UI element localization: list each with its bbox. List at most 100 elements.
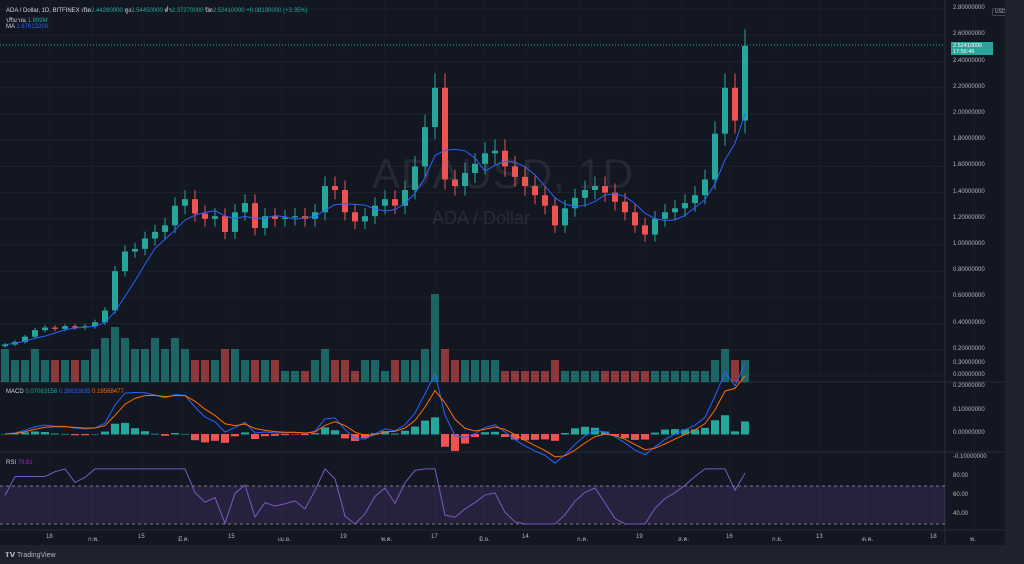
- macd-tick: 0.00000000: [953, 430, 985, 436]
- candle-body: [702, 179, 708, 196]
- volume-bar: [431, 294, 439, 382]
- price-legend[interactable]: ADA / Dollar, 1D, BITFINEX เปิด2.4428000…: [6, 5, 308, 15]
- macd-legend[interactable]: MACD 0.07063158 0.26631635 0.19568477: [6, 389, 124, 395]
- macd-histogram-bar: [551, 434, 559, 441]
- macd-tick: 0.10000000: [953, 406, 985, 413]
- chart-canvas[interactable]: [0, 0, 1005, 545]
- macd-histogram-bar: [461, 434, 469, 444]
- macd-histogram-bar: [441, 434, 449, 447]
- macd-histogram-bar: [241, 432, 249, 435]
- candle-body: [432, 87, 438, 128]
- macd-histogram-bar: [611, 434, 619, 436]
- candle-body: [182, 199, 188, 206]
- time-tick: 19: [340, 534, 347, 540]
- candle-body: [442, 87, 448, 180]
- macd-line: [4, 363, 746, 464]
- bar-countdown: 17:56:46: [953, 49, 975, 55]
- macd-histogram-bar: [21, 432, 29, 435]
- volume-bar: [491, 360, 499, 382]
- candle-body: [102, 310, 108, 323]
- candle-body: [692, 195, 698, 204]
- volume-bar: [311, 360, 319, 382]
- macd-histogram-bar: [681, 429, 689, 435]
- volume-legend[interactable]: ปริมาณ 1.899M: [6, 15, 48, 25]
- candle-body: [222, 216, 228, 232]
- volume-bar: [161, 349, 169, 382]
- time-tick: เม.ย.: [278, 537, 291, 543]
- volume-bar: [401, 360, 409, 382]
- macd-histogram-bar: [631, 434, 639, 440]
- candle-body: [362, 216, 368, 222]
- macd-histogram-bar: [291, 434, 299, 435]
- rsi-band: [0, 486, 945, 524]
- candle-body: [172, 205, 178, 226]
- candle-body: [142, 238, 148, 249]
- candle-body: [392, 199, 398, 206]
- branding-text: TradingView: [17, 552, 56, 559]
- macd-histogram-bar: [321, 427, 329, 435]
- macd-histogram-bar: [211, 434, 219, 441]
- candle-body: [282, 217, 288, 219]
- candle-body: [122, 251, 128, 272]
- tradingview-logo[interactable]: 𝗧𝗩 TradingView: [5, 552, 56, 559]
- ma-legend[interactable]: MA 1.67613200: [6, 24, 48, 30]
- candle-body: [342, 189, 348, 213]
- macd-histogram-bar: [331, 430, 339, 435]
- time-tick: 17: [431, 534, 438, 540]
- candle-body: [402, 189, 408, 206]
- rsi-label: RSI: [6, 460, 17, 466]
- volume-bar: [111, 327, 119, 382]
- macd-histogram-bar: [671, 429, 679, 435]
- price-tick: 0.60000000: [953, 293, 985, 300]
- macd-histogram-bar: [51, 433, 59, 435]
- time-tick: 13: [816, 534, 823, 540]
- candle-body: [162, 225, 168, 232]
- volume-bar: [531, 371, 539, 382]
- macd-tick: -0.10000000: [953, 453, 987, 460]
- macd-histogram-bar: [1, 434, 9, 435]
- volume-bar: [721, 349, 729, 382]
- rsi-legend[interactable]: RSI 79.81: [6, 460, 33, 466]
- time-tick: พ.: [970, 537, 976, 543]
- macd-histogram-bar: [161, 434, 169, 436]
- volume-bar: [581, 371, 589, 382]
- time-tick: 15: [228, 534, 235, 540]
- time-tick: 18: [930, 534, 937, 540]
- volume-bar: [231, 349, 239, 382]
- volume-bar: [601, 371, 609, 382]
- price-tick: 0.80000000: [953, 267, 985, 274]
- macd-histogram-bar: [41, 431, 49, 435]
- volume-bar: [551, 360, 559, 382]
- price-tick: 1.20000000: [953, 214, 985, 221]
- macd-histogram-bar: [451, 434, 459, 452]
- time-tick: ก.พ.: [88, 537, 99, 543]
- volume-bar: [511, 371, 519, 382]
- volume-bar: [741, 360, 749, 382]
- volume-bar: [321, 349, 329, 382]
- volume-bar: [361, 360, 369, 382]
- macd-histogram-bar: [61, 433, 69, 435]
- price-tick: 1.60000000: [953, 162, 985, 169]
- volume-bar: [21, 360, 29, 382]
- volume-bar: [151, 338, 159, 382]
- volume-bar: [211, 360, 219, 382]
- time-tick: ก.ย.: [772, 537, 783, 543]
- candle-body: [382, 199, 388, 206]
- candle-body: [42, 327, 48, 331]
- time-tick: 18: [46, 534, 53, 540]
- volume-bar: [181, 349, 189, 382]
- last-price: 2.52410000: [953, 43, 983, 49]
- macd-histogram-bar: [101, 431, 109, 435]
- candle-body: [642, 225, 648, 235]
- volume-bar: [391, 360, 399, 382]
- price-tick: 1.40000000: [953, 188, 985, 195]
- volume-bar: [61, 360, 69, 382]
- volume-bar: [641, 371, 649, 382]
- macd-histogram-bar: [601, 431, 609, 435]
- volume-bar: [11, 360, 19, 382]
- candle-body: [152, 231, 158, 239]
- candle-body: [352, 212, 358, 222]
- candle-body: [272, 216, 278, 219]
- close-label: ปิด: [205, 8, 213, 14]
- symbol-title[interactable]: ADA / Dollar, 1D, BITFINEX: [6, 8, 80, 14]
